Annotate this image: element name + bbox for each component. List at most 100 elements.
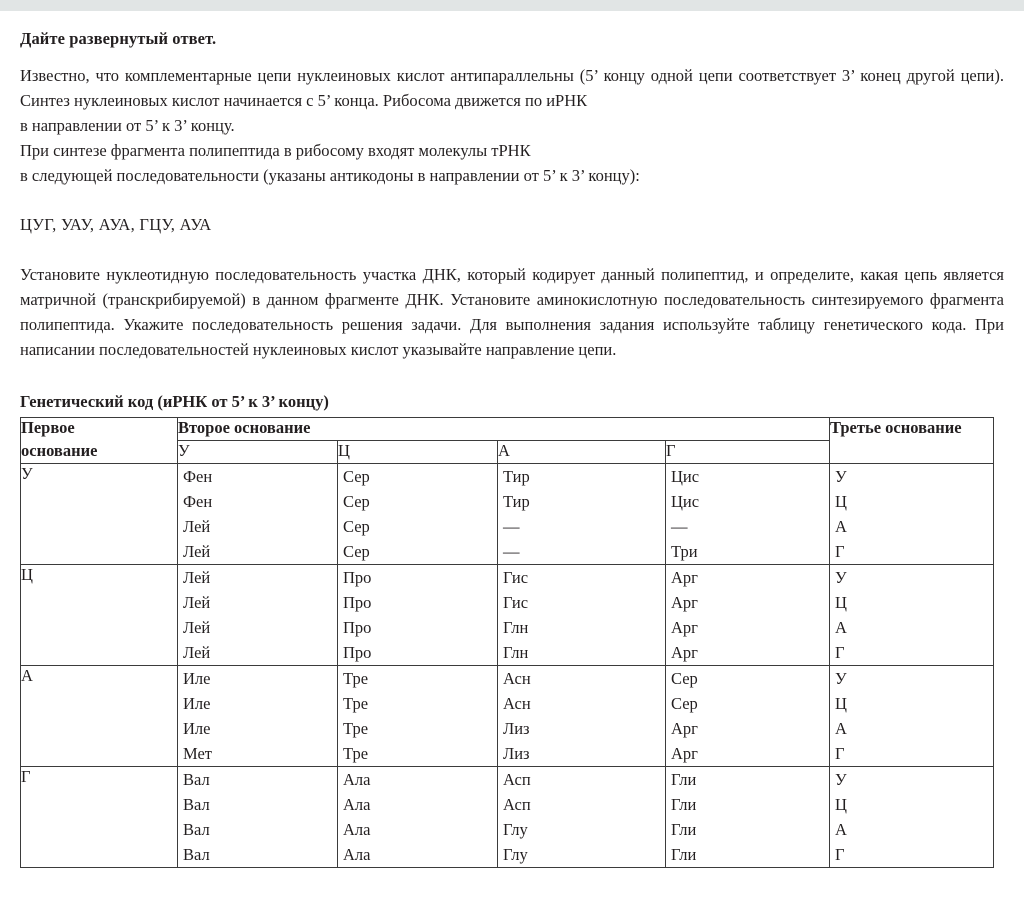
header-second-base-c: Ц	[337, 440, 498, 465]
codon-cell: Лей	[183, 643, 211, 663]
codon-cell: Арг	[671, 719, 698, 739]
codon-stack: Лей Лей Лей Лей	[178, 565, 337, 665]
group-a-column-a: Асн Асн Лиз Лиз	[497, 665, 666, 768]
codon-cell: Иле	[183, 669, 211, 689]
group-a-column-u: Иле Иле Иле Мет	[177, 665, 338, 768]
task-question: Установите нуклеотидную последовательнос…	[20, 264, 1004, 359]
codon-cell: Гли	[671, 795, 697, 815]
codon-stack: Фен Фен Лей Лей	[178, 464, 337, 564]
third-base-stack: У Ц А Г	[830, 464, 993, 564]
codon-stack: Асп Асп Глу Глу	[498, 767, 665, 867]
codon-cell: Тре	[343, 719, 369, 739]
codon-cell: Цис	[671, 492, 700, 512]
third-base-cell: У	[835, 770, 847, 790]
codon-stack: Иле Иле Иле Мет	[178, 666, 337, 766]
third-base-cell: Ц	[835, 694, 847, 714]
codon-cell: Глу	[503, 845, 528, 865]
third-base-cell: Ц	[835, 795, 847, 815]
third-base-cell: У	[835, 568, 847, 588]
codon-cell: Сер	[343, 492, 370, 512]
codon-cell: Вал	[183, 820, 210, 840]
codon-cell: Про	[343, 618, 372, 638]
third-base-cell: Ц	[835, 492, 847, 512]
codon-cell: Арг	[671, 618, 698, 638]
table-row-group-a: А Иле Иле Иле Мет Тре Тре Тре Тре	[20, 665, 994, 768]
header-first-base-line2: основание	[21, 441, 98, 461]
codon-stack: Тре Тре Тре Тре	[338, 666, 497, 766]
group-c-column-a: Гис Гис Глн Глн	[497, 564, 666, 667]
header-first-base-line1: Первое	[21, 418, 75, 438]
codon-cell: Гли	[671, 820, 697, 840]
codon-stack: Цис Цис — Три	[666, 464, 829, 564]
codon-cell: Асп	[503, 795, 531, 815]
group-u-column-g: Цис Цис — Три	[665, 463, 830, 566]
header-cell-second-base: Второе основание	[177, 417, 830, 442]
codon-cell-stop: —	[503, 517, 520, 537]
group-g-column-a: Асп Асп Глу Глу	[497, 766, 666, 869]
group-u-column-u: Фен Фен Лей Лей	[177, 463, 338, 566]
codon-stack: Асн Асн Лиз Лиз	[498, 666, 665, 766]
top-gray-bar	[0, 0, 1024, 11]
task-paragraph-2: в направлении от 5’ к 3’ концу.	[20, 115, 235, 135]
table-row-group-g: Г Вал Вал Вал Вал Ала Ала Ала Ала	[20, 766, 994, 869]
third-base-cell: А	[835, 517, 847, 537]
codon-cell: Гис	[503, 568, 529, 588]
task-paragraph-4: в следующей последовательности (указаны …	[20, 165, 640, 185]
third-base-cell: Г	[835, 744, 845, 764]
codon-cell: Вал	[183, 845, 210, 865]
table-row-group-u: У Фен Фен Лей Лей Сер Сер Сер Сер	[20, 463, 994, 566]
codon-cell: Иле	[183, 694, 211, 714]
codon-cell: Вал	[183, 795, 210, 815]
task-paragraph-1: Известно, что комплементарные цепи нукле…	[20, 65, 1004, 110]
group-c-third-base-column: У Ц А Г	[829, 564, 994, 667]
codon-cell: Три	[671, 542, 698, 562]
codon-cell: Лиз	[503, 744, 530, 764]
codon-cell: Тре	[343, 669, 369, 689]
codon-cell: Тре	[343, 744, 369, 764]
third-base-cell: У	[835, 467, 847, 487]
codon-cell: Вал	[183, 770, 210, 790]
third-base-cell: А	[835, 719, 847, 739]
codon-cell: Сер	[343, 517, 370, 537]
codon-cell: Сер	[343, 467, 370, 487]
codon-cell: Сер	[671, 669, 698, 689]
header-second-base-a: А	[497, 440, 666, 465]
task-heading: Дайте развернутый ответ.	[20, 29, 217, 48]
genetic-code-table-body: Первое основание Второе основание Третье…	[20, 417, 994, 869]
third-base-cell: Г	[835, 542, 845, 562]
third-base-stack: У Ц А Г	[830, 767, 993, 867]
codon-cell: Цис	[671, 467, 700, 487]
codon-stack: Гли Гли Гли Гли	[666, 767, 829, 867]
codon-cell: Арг	[671, 593, 698, 613]
group-g-column-g: Гли Гли Гли Гли	[665, 766, 830, 869]
codon-cell: Асп	[503, 770, 531, 790]
document-page: Дайте развернутый ответ. Известно, что к…	[0, 29, 1024, 869]
codon-stack: Ала Ала Ала Ала	[338, 767, 497, 867]
codon-cell: Ала	[343, 770, 371, 790]
task-paragraph-3: При синтезе фрагмента полипептида в рибо…	[20, 140, 531, 160]
codon-cell: Тре	[343, 694, 369, 714]
codon-cell: Лей	[183, 568, 211, 588]
group-g-third-base-column: У Ц А Г	[829, 766, 994, 869]
codon-cell: Арг	[671, 568, 698, 588]
codon-stack: Вал Вал Вал Вал	[178, 767, 337, 867]
codon-cell: Тир	[503, 492, 530, 512]
codon-stack: Сер Сер Арг Арг	[666, 666, 829, 766]
codon-cell: Сер	[671, 694, 698, 714]
header-second-base-g: Г	[665, 440, 830, 465]
first-base-label-a: А	[20, 665, 178, 768]
first-base-label-u: У	[20, 463, 178, 566]
first-base-label-c: Ц	[20, 564, 178, 667]
codon-cell: Арг	[671, 744, 698, 764]
third-base-cell: А	[835, 820, 847, 840]
codon-cell: Асн	[503, 669, 531, 689]
codon-cell: Асн	[503, 694, 531, 714]
codon-cell: Про	[343, 643, 372, 663]
group-c-column-g: Арг Арг Арг Арг	[665, 564, 830, 667]
codon-cell: Фен	[183, 492, 213, 512]
group-c-column-c: Про Про Про Про	[337, 564, 498, 667]
group-c-column-u: Лей Лей Лей Лей	[177, 564, 338, 667]
codon-cell: Иле	[183, 719, 211, 739]
codon-stack: Тир Тир — —	[498, 464, 665, 564]
third-base-cell: Г	[835, 845, 845, 865]
